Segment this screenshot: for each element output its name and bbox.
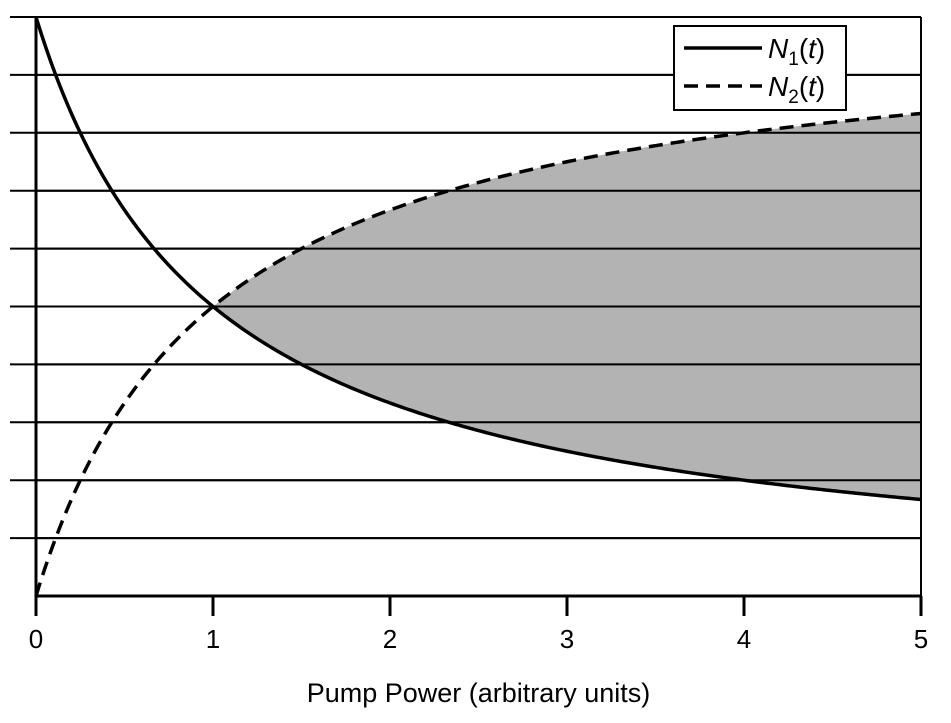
grid-lines-overlay <box>36 16 921 540</box>
x-tick-label: 2 <box>383 624 397 654</box>
x-tick-label: 5 <box>914 624 928 654</box>
axes <box>34 17 923 616</box>
x-tick-labels: 0 1 2 3 4 5 <box>29 624 928 654</box>
legend-label: N2(t) <box>768 71 825 108</box>
legend-label: N1(t) <box>768 33 825 70</box>
series-line-n1t <box>34 16 922 502</box>
x-tick-label: 4 <box>737 624 751 654</box>
series-lines <box>34 16 922 597</box>
x-tick-label: 3 <box>560 624 574 654</box>
x-tick-label: 0 <box>29 624 43 654</box>
x-axis-title: Pump Power (arbitrary units) <box>307 678 651 708</box>
legend-box <box>673 25 847 111</box>
x-tick-label: 1 <box>206 624 220 654</box>
legend: N1(t)N2(t) <box>673 25 847 111</box>
series-line-n2t <box>34 111 922 597</box>
